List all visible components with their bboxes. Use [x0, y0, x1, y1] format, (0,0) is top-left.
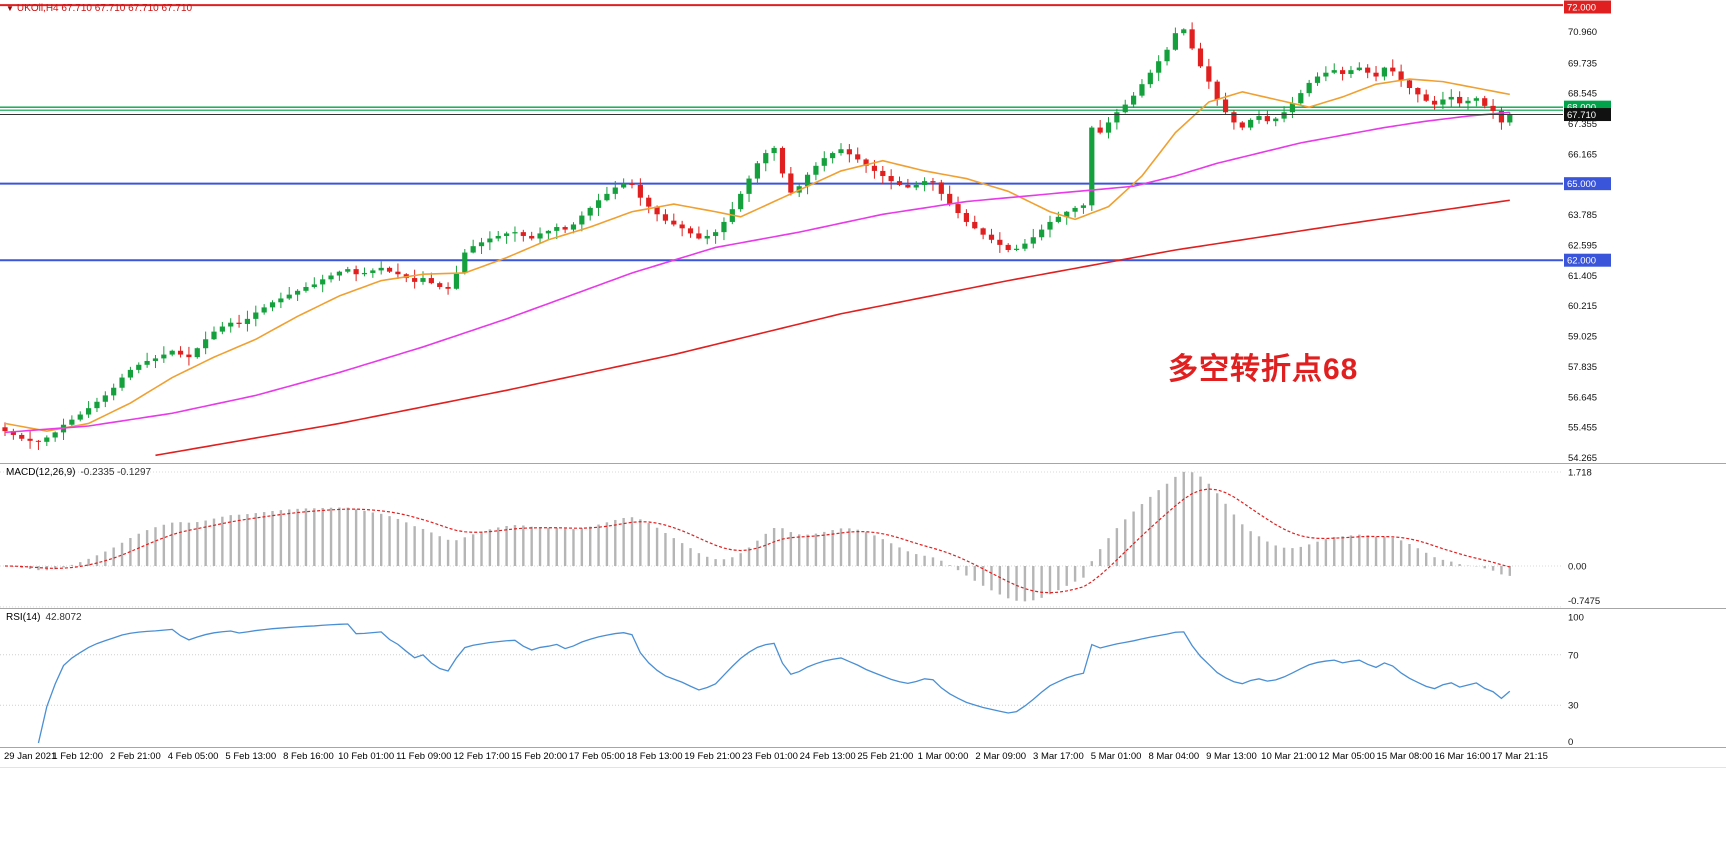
time-axis-label: 8 Feb 16:00 — [283, 751, 334, 762]
time-axis-label: 23 Feb 01:00 — [741, 751, 798, 762]
rsi-line — [37, 623, 1511, 744]
current-price-badge: 67.710 — [1564, 108, 1611, 122]
time-axis-label: 4 Feb 05:00 — [167, 751, 219, 762]
svg-text:72.000: 72.000 — [1567, 3, 1596, 14]
macd-axis-label: 1.718 — [1568, 468, 1592, 479]
time-axis-label: 19 Feb 21:00 — [684, 751, 741, 762]
svg-text:57.835: 57.835 — [1568, 362, 1597, 373]
macd-axis-label: 0.00 — [1568, 562, 1587, 573]
time-axis-label: 1 Feb 12:00 — [52, 751, 104, 762]
time-axis-label: 12 Mar 05:00 — [1318, 751, 1375, 762]
svg-text:62.000: 62.000 — [1567, 256, 1596, 267]
symbol-marker-icon: ▼ — [6, 4, 14, 13]
bottom-margin — [0, 768, 1726, 847]
time-axis[interactable]: 29 Jan 2021 1 Feb 12:00 2 Feb 21:00 4 Feb 0… — [0, 748, 1726, 768]
svg-text:67.355: 67.355 — [1568, 119, 1597, 130]
ma-medium-line — [4, 111, 1510, 434]
rsi-canvas[interactable]: 100 70 30 0 — [0, 609, 1726, 747]
chart-symbol-period: UKOil,H4 — [16, 3, 59, 14]
time-axis-label: 8 Mar 04:00 — [1148, 751, 1200, 762]
macd-canvas[interactable]: 1.718 0.00 -0.7475 — [0, 464, 1726, 608]
svg-text:68.545: 68.545 — [1568, 89, 1597, 100]
svg-text:56.645: 56.645 — [1568, 392, 1597, 403]
time-axis-label: 11 Feb 09:00 — [396, 751, 452, 762]
svg-text:59.025: 59.025 — [1568, 332, 1597, 343]
macd-values: -0.2335 -0.1297 — [80, 467, 152, 478]
time-axis-label: 15 Feb 20:00 — [511, 751, 568, 762]
chart-ohlc-values: 67.710 67.710 67.710 67.710 — [61, 3, 193, 14]
horizontal-level-lines[interactable] — [0, 4, 1563, 262]
svg-text:69.735: 69.735 — [1568, 58, 1597, 69]
price-level-badge: 62.000 — [1564, 253, 1611, 267]
time-axis-label: 15 Mar 08:00 — [1376, 751, 1433, 762]
time-axis-label: 29 Jan 2021 — [4, 751, 57, 762]
macd-name: MACD(12,26,9) — [6, 467, 76, 478]
price-level-badge: 72.000 — [1564, 0, 1611, 14]
macd-signal-line — [4, 488, 1510, 594]
time-axis-label: 10 Mar 21:00 — [1261, 751, 1318, 762]
time-axis-label: 12 Feb 17:00 — [453, 751, 510, 762]
time-axis-label: 9 Mar 13:00 — [1206, 751, 1257, 762]
time-axis-label: 5 Mar 01:00 — [1090, 751, 1142, 762]
rsi-name: RSI(14) — [6, 612, 41, 623]
time-axis-label: 25 Feb 21:00 — [857, 751, 914, 762]
svg-text:55.455: 55.455 — [1568, 423, 1597, 434]
time-axis-label: 5 Feb 13:00 — [225, 751, 277, 762]
time-axis-label: 17 Mar 21:15 — [1491, 751, 1548, 762]
svg-text:62.595: 62.595 — [1568, 241, 1597, 252]
price-chart-canvas[interactable]: 70.960 69.735 68.545 67.355 66.165 63.785 62.5… — [0, 0, 1726, 463]
time-axis-label: 10 Feb 01:00 — [338, 751, 395, 762]
macd-axis-label: -0.7475 — [1568, 596, 1600, 607]
svg-text:66.165: 66.165 — [1568, 149, 1597, 160]
time-axis-label: 3 Mar 17:00 — [1033, 751, 1084, 762]
svg-text:65.000: 65.000 — [1567, 179, 1596, 190]
rsi-axis-label: 30 — [1568, 701, 1579, 712]
macd-histogram — [12, 471, 1512, 602]
rsi-indicator-panel[interactable]: 100 70 30 0 RSI(14) 42.8072 — [0, 609, 1726, 748]
rsi-axis-label: 100 — [1568, 613, 1584, 624]
svg-text:61.405: 61.405 — [1568, 271, 1597, 282]
macd-indicator-panel[interactable]: 1.718 0.00 -0.7475 MACD(12,26,9) -0.2335 -0… — [0, 464, 1726, 609]
main-chart-panel[interactable]: 70.960 69.735 68.545 67.355 66.165 63.785 62.5… — [0, 0, 1726, 464]
time-axis-label: 24 Feb 13:00 — [799, 751, 856, 762]
candlesticks — [2, 22, 1513, 450]
ma-slow-line — [155, 199, 1510, 457]
svg-text:63.785: 63.785 — [1568, 210, 1597, 221]
time-axis-label: 16 Mar 16:00 — [1434, 751, 1491, 762]
time-axis-label: 2 Mar 09:00 — [975, 751, 1027, 762]
svg-text:70.960: 70.960 — [1568, 27, 1597, 38]
rsi-axis-label: 0 — [1568, 737, 1573, 747]
chart-annotation-text: 多空转折点68 — [1168, 353, 1359, 386]
svg-text:67.710: 67.710 — [1567, 110, 1596, 121]
rsi-label: RSI(14) 42.8072 — [6, 612, 82, 623]
rsi-axis-label: 70 — [1568, 650, 1579, 661]
rsi-value: 42.8072 — [45, 612, 82, 623]
macd-label: MACD(12,26,9) -0.2335 -0.1297 — [6, 467, 151, 478]
price-level-badge: 65.000 — [1564, 177, 1611, 191]
time-axis-label: 18 Feb 13:00 — [626, 751, 683, 762]
svg-text:60.215: 60.215 — [1568, 301, 1597, 312]
price-axis-labels[interactable]: 70.960 69.735 68.545 67.355 66.165 63.785 62.5… — [1568, 27, 1597, 463]
chart-title: ▼ UKOil,H4 67.710 67.710 67.710 67.710 — [6, 3, 192, 14]
time-axis-label: 17 Feb 05:00 — [568, 751, 625, 762]
time-axis-label: 1 Mar 00:00 — [917, 751, 969, 762]
ma-fast-line — [4, 78, 1510, 432]
svg-text:54.265: 54.265 — [1568, 453, 1597, 463]
time-axis-label: 2 Feb 21:00 — [110, 751, 161, 762]
